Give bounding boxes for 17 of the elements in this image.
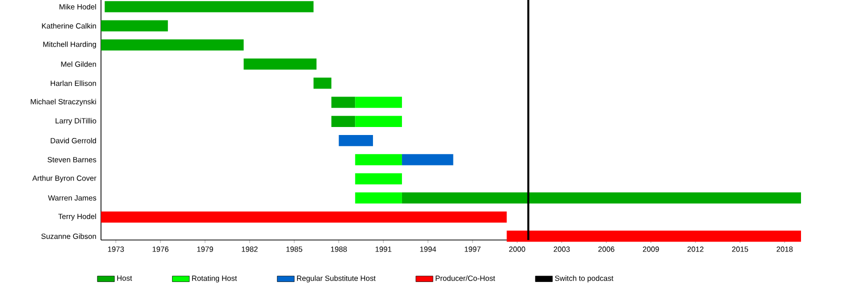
bar <box>101 39 244 50</box>
bar <box>314 78 332 89</box>
bar <box>101 20 168 32</box>
bar <box>101 212 507 223</box>
bar <box>244 58 317 70</box>
bar <box>104 1 314 12</box>
bar <box>331 96 356 108</box>
bar <box>355 192 402 204</box>
bar <box>402 192 802 204</box>
bar <box>355 116 402 127</box>
bar <box>355 173 402 184</box>
bar <box>402 154 454 166</box>
bar <box>331 116 356 127</box>
bar <box>355 154 402 166</box>
bar <box>355 96 402 108</box>
bar <box>506 230 802 242</box>
bar <box>338 135 373 146</box>
